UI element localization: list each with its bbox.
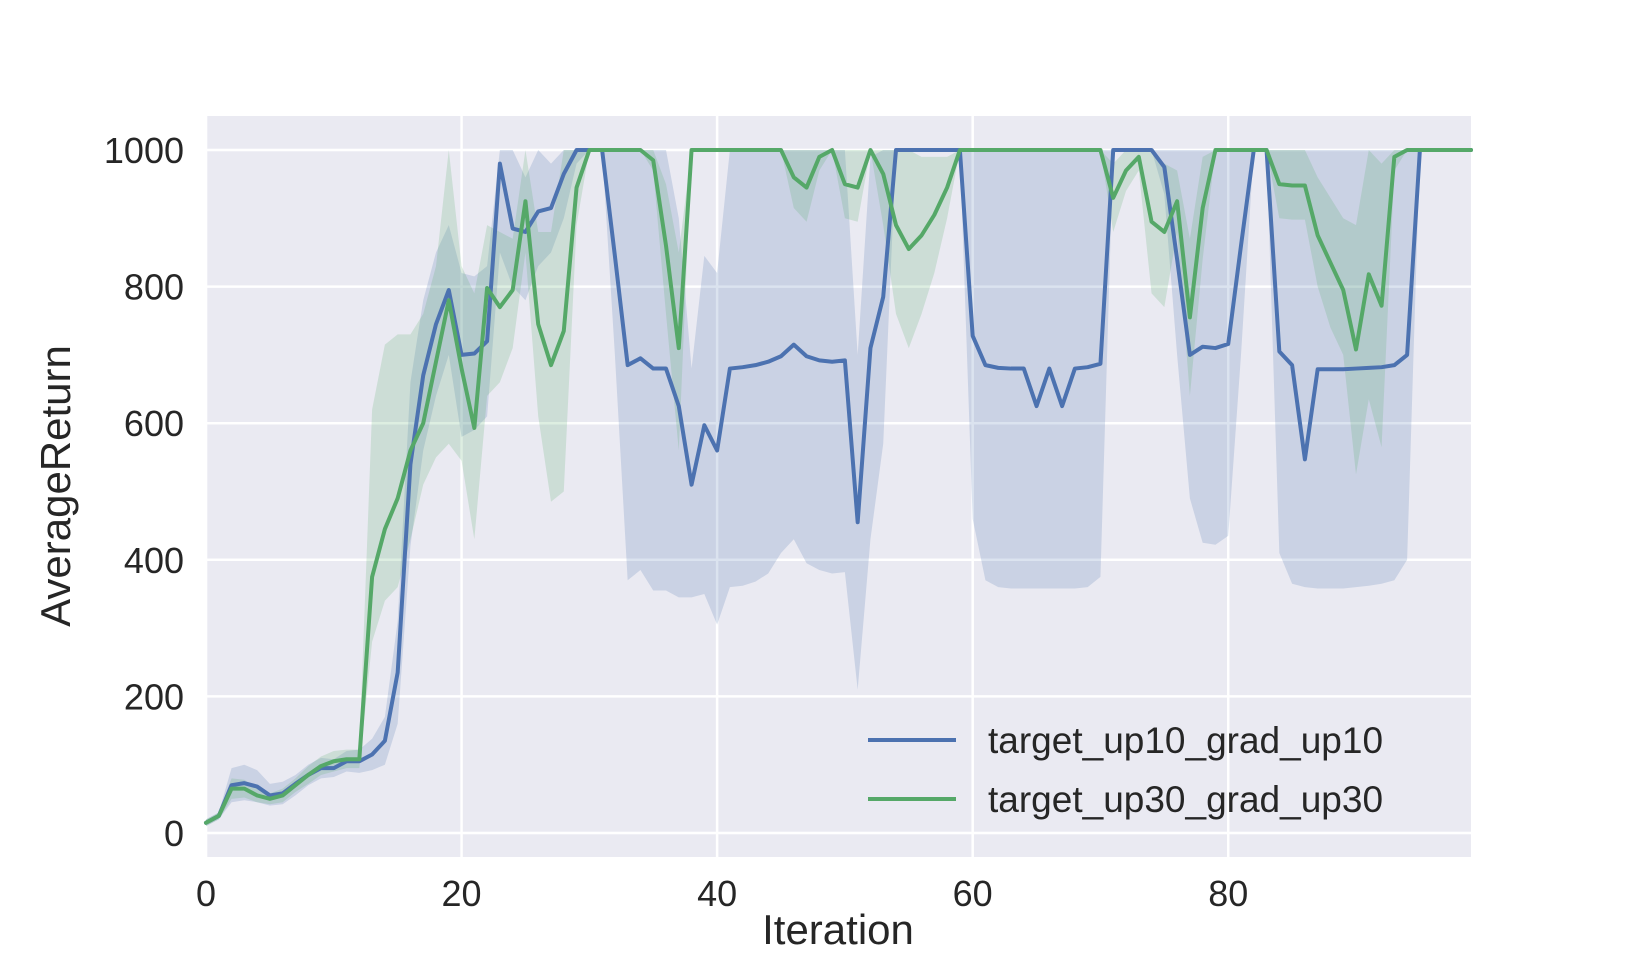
confidence-bands (206, 150, 1471, 827)
x-tick-labels: 0 20 40 60 80 (196, 873, 1248, 914)
y-tick-label-2: 400 (124, 540, 184, 581)
y-tick-label-5: 1000 (104, 130, 184, 171)
plot-background (206, 116, 1471, 857)
x-tick-label-2: 40 (697, 873, 737, 914)
x-tick-label-3: 60 (953, 873, 993, 914)
x-tick-label-0: 0 (196, 873, 216, 914)
y-tick-label-4: 800 (124, 267, 184, 308)
series-lines (204, 148, 1473, 825)
y-tick-label-3: 600 (124, 403, 184, 444)
x-tick-label-4: 80 (1208, 873, 1248, 914)
x-axis-label: Iteration (762, 906, 914, 953)
y-tick-label-1: 200 (124, 676, 184, 717)
legend-label-series-1: target_up10_grad_up10 (988, 720, 1383, 761)
legend-label-series-2: target_up30_grad_up30 (988, 779, 1383, 820)
x-tick-label-1: 20 (442, 873, 482, 914)
legend: target_up10_grad_up10 target_up30_grad_u… (868, 720, 1383, 820)
y-axis-label: AverageReturn (32, 345, 79, 627)
y-tick-label-0: 0 (164, 813, 184, 854)
band-series-2 (206, 150, 1471, 827)
y-tick-labels: 0 200 400 600 800 1000 (104, 130, 184, 854)
line-series-2 (204, 148, 1473, 825)
band-series-1 (206, 150, 1471, 827)
